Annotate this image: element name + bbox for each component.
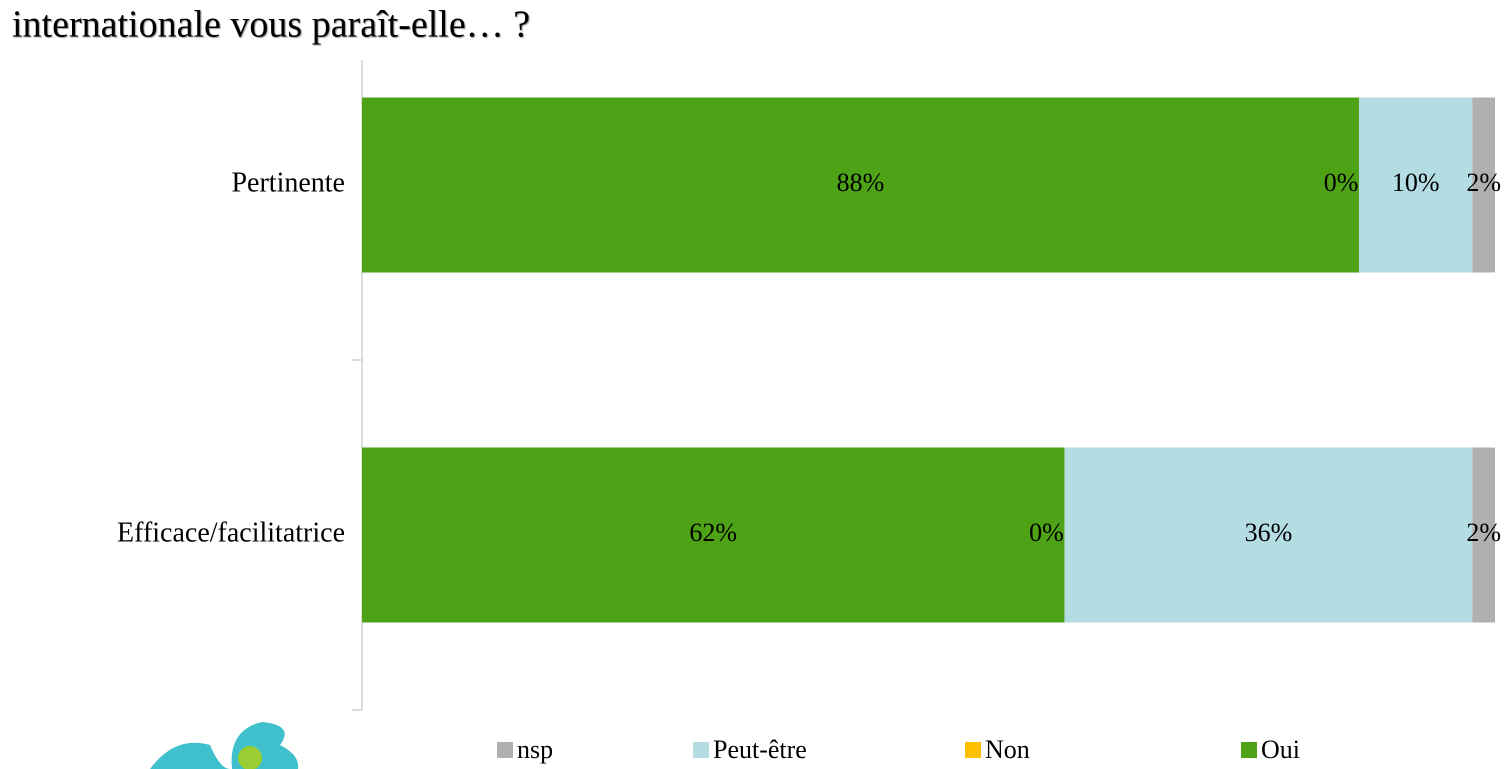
legend-label: Peut-être [713, 735, 807, 764]
legend-swatch [497, 742, 513, 758]
chart-title: internationale vous paraît-elle… ? [12, 4, 530, 46]
data-label: 0% [1324, 168, 1359, 197]
legend-label: nsp [517, 735, 553, 764]
legend-label: Oui [1261, 735, 1300, 764]
bar-segment [1472, 97, 1495, 273]
bar-segment [362, 447, 1065, 623]
legend-label: Non [985, 735, 1030, 764]
bar-segment [362, 97, 1360, 273]
data-label: 2% [1466, 518, 1501, 547]
category-label: Pertinente [231, 167, 345, 198]
data-label: 36% [1245, 518, 1293, 547]
logo [150, 722, 299, 769]
bar-segment [1064, 447, 1473, 623]
legend-swatch [965, 742, 981, 758]
bar-segment [1472, 447, 1495, 623]
data-label: 10% [1392, 168, 1440, 197]
bar-segment [1359, 97, 1473, 273]
data-label: 88% [837, 168, 885, 197]
legend-swatch [1241, 742, 1257, 758]
data-label: 0% [1029, 518, 1064, 547]
data-label: 62% [689, 518, 737, 547]
category-label: Efficace/facilitatrice [117, 517, 345, 548]
data-label: 2% [1466, 168, 1501, 197]
legend-swatch [693, 742, 709, 758]
